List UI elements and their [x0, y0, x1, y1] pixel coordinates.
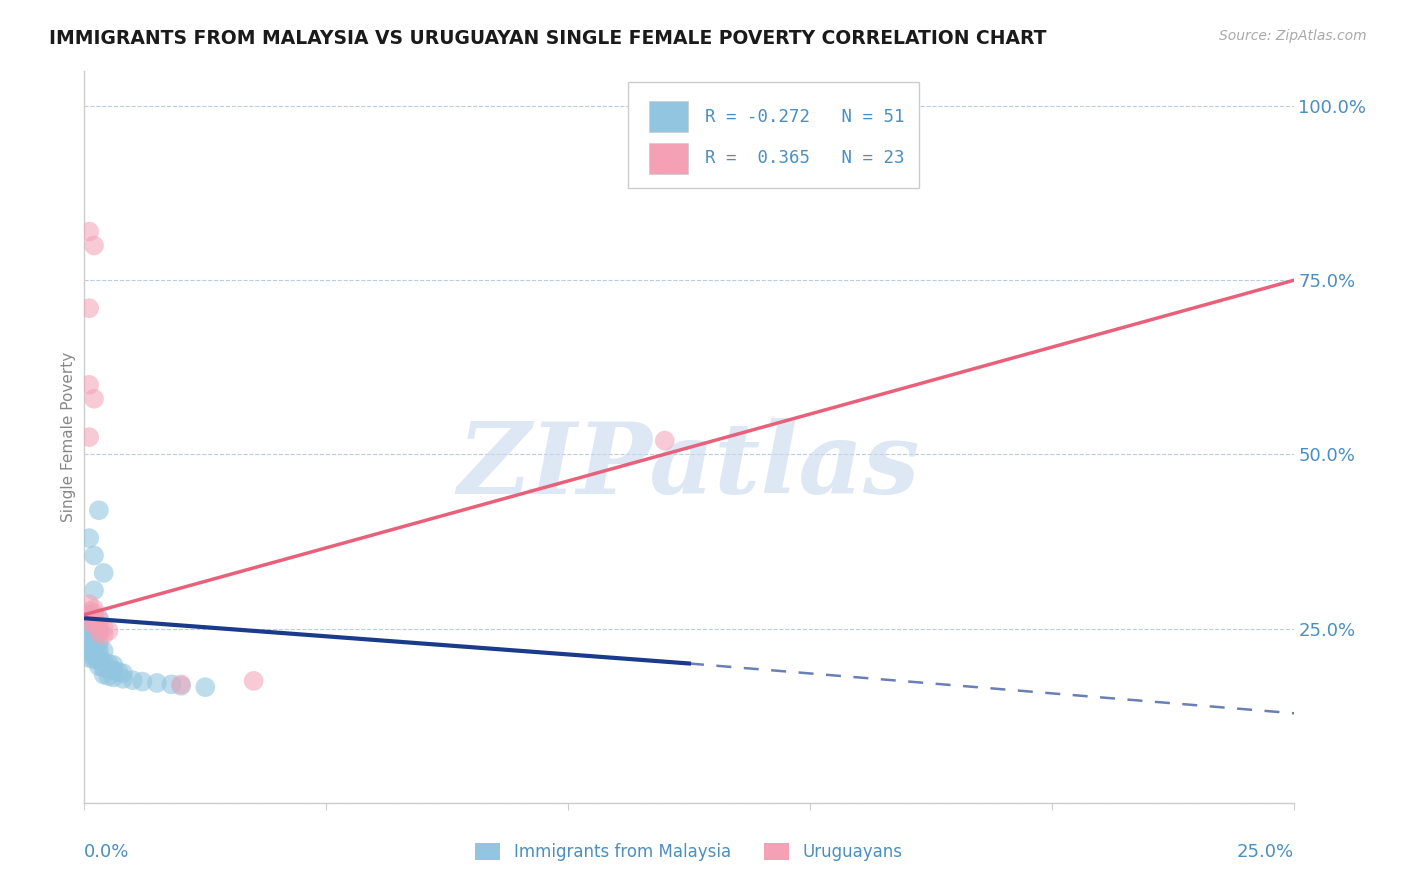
Point [83, 652, 105, 666]
Point [131, 674, 153, 689]
Point [654, 434, 676, 448]
Point [87, 503, 110, 517]
Point [83, 647, 105, 661]
Point [77, 640, 100, 654]
Point [93, 566, 115, 580]
Y-axis label: Single Female Poverty: Single Female Poverty [60, 352, 76, 522]
Text: Source: ZipAtlas.com: Source: ZipAtlas.com [1219, 29, 1367, 43]
Text: R =  0.365   N = 23: R = 0.365 N = 23 [704, 149, 904, 168]
FancyBboxPatch shape [628, 82, 918, 188]
Point [77, 620, 100, 634]
Point [77, 615, 100, 629]
Point [93, 622, 115, 636]
Point [77, 637, 100, 651]
Point [77, 651, 100, 665]
Text: IMMIGRANTS FROM MALAYSIA VS URUGUAYAN SINGLE FEMALE POVERTY CORRELATION CHART: IMMIGRANTS FROM MALAYSIA VS URUGUAYAN SI… [49, 29, 1046, 47]
Point [121, 673, 143, 688]
Legend: Immigrants from Malaysia, Uruguayans: Immigrants from Malaysia, Uruguayans [468, 836, 910, 868]
Point [83, 610, 105, 624]
Point [77, 607, 100, 622]
Point [97, 669, 120, 683]
Point [77, 531, 100, 545]
Point [77, 597, 100, 611]
Point [83, 549, 105, 563]
Point [194, 680, 217, 694]
Point [170, 679, 193, 693]
Point [112, 672, 135, 686]
Point [83, 607, 105, 621]
FancyBboxPatch shape [650, 143, 688, 174]
Point [83, 602, 105, 616]
Text: 0.0%: 0.0% [84, 843, 129, 861]
Point [83, 583, 105, 598]
Point [146, 676, 169, 690]
Point [93, 667, 115, 681]
Point [87, 611, 110, 625]
Point [83, 622, 105, 636]
Point [87, 642, 110, 657]
Text: 25.0%: 25.0% [1236, 843, 1294, 861]
Point [77, 623, 100, 637]
Point [93, 660, 115, 674]
Point [87, 619, 110, 633]
Point [93, 628, 115, 642]
Point [83, 639, 105, 653]
Point [87, 659, 110, 673]
Point [242, 673, 264, 688]
Point [83, 238, 105, 252]
Point [87, 654, 110, 668]
Point [77, 225, 100, 239]
Point [97, 624, 120, 638]
Point [77, 634, 100, 648]
Point [83, 641, 105, 656]
Point [77, 377, 100, 392]
Point [77, 608, 100, 623]
Point [83, 618, 105, 632]
Point [83, 629, 105, 643]
Point [97, 662, 120, 676]
Point [83, 649, 105, 664]
Point [83, 392, 105, 406]
Point [87, 625, 110, 640]
Point [87, 625, 110, 640]
FancyBboxPatch shape [650, 102, 688, 132]
Point [83, 616, 105, 631]
Point [93, 655, 115, 669]
Point [83, 632, 105, 646]
Point [77, 630, 100, 644]
Point [97, 657, 120, 671]
Point [170, 677, 193, 691]
Text: ZIPatlas: ZIPatlas [458, 418, 920, 515]
Point [93, 644, 115, 658]
Point [87, 613, 110, 627]
Point [87, 635, 110, 649]
Point [77, 616, 100, 631]
Point [87, 648, 110, 662]
Point [103, 657, 125, 672]
Point [160, 677, 183, 691]
Point [103, 664, 125, 678]
Point [77, 301, 100, 316]
Point [77, 627, 100, 641]
Point [77, 430, 100, 444]
Point [77, 604, 100, 618]
Text: R = -0.272   N = 51: R = -0.272 N = 51 [704, 108, 904, 126]
Point [107, 665, 129, 679]
Point [77, 645, 100, 659]
Point [112, 666, 135, 681]
Point [103, 670, 125, 684]
